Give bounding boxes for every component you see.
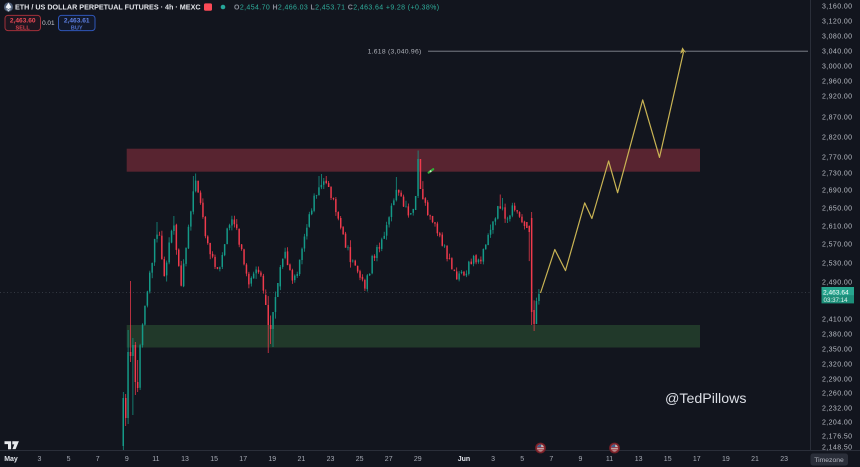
svg-text:2,570.00: 2,570.00 bbox=[822, 242, 852, 249]
svg-text:0.01: 0.01 bbox=[42, 20, 55, 27]
svg-text:2,290.00: 2,290.00 bbox=[822, 377, 852, 384]
svg-text:2,148.50: 2,148.50 bbox=[822, 445, 852, 452]
svg-text:3,000.00: 3,000.00 bbox=[822, 64, 852, 71]
svg-text:23: 23 bbox=[780, 456, 788, 463]
svg-text:15: 15 bbox=[664, 456, 672, 463]
svg-text:2,770.00: 2,770.00 bbox=[822, 155, 852, 162]
svg-text:1.618 (3,040.96): 1.618 (3,040.96) bbox=[368, 49, 422, 56]
svg-text:9: 9 bbox=[125, 456, 129, 463]
svg-text:19: 19 bbox=[722, 456, 730, 463]
svg-text:2,176.50: 2,176.50 bbox=[822, 434, 852, 441]
svg-text:2,490.00: 2,490.00 bbox=[822, 280, 852, 287]
svg-text:3,040.00: 3,040.00 bbox=[822, 49, 852, 56]
svg-text:11: 11 bbox=[152, 456, 159, 463]
svg-text:7: 7 bbox=[549, 456, 553, 463]
svg-text:2,530.00: 2,530.00 bbox=[822, 261, 852, 268]
svg-text:@TedPillows: @TedPillows bbox=[665, 391, 746, 407]
svg-text:13: 13 bbox=[635, 456, 643, 463]
svg-text:2,920.00: 2,920.00 bbox=[822, 94, 852, 101]
svg-text:3: 3 bbox=[38, 456, 42, 463]
svg-text:03:37:14: 03:37:14 bbox=[824, 297, 849, 304]
svg-text:17: 17 bbox=[693, 456, 701, 463]
svg-text:2,320.00: 2,320.00 bbox=[822, 362, 852, 369]
svg-text:2,730.00: 2,730.00 bbox=[822, 171, 852, 178]
svg-text:2,690.00: 2,690.00 bbox=[822, 188, 852, 195]
svg-text:3,160.00: 3,160.00 bbox=[822, 4, 852, 11]
svg-text:17: 17 bbox=[239, 456, 247, 463]
svg-text:2,380.00: 2,380.00 bbox=[822, 332, 852, 339]
svg-text:3,080.00: 3,080.00 bbox=[822, 34, 852, 41]
svg-text:23: 23 bbox=[327, 456, 335, 463]
svg-text:2,960.00: 2,960.00 bbox=[822, 79, 852, 86]
svg-text:2,463.64: 2,463.64 bbox=[823, 289, 849, 296]
svg-text:May: May bbox=[4, 456, 18, 463]
svg-text:3: 3 bbox=[491, 456, 495, 463]
svg-text:27: 27 bbox=[385, 456, 393, 463]
svg-text:BUY: BUY bbox=[71, 26, 83, 32]
svg-text:2,410.00: 2,410.00 bbox=[822, 317, 852, 324]
svg-text:21: 21 bbox=[298, 456, 306, 463]
svg-text:7: 7 bbox=[96, 456, 100, 463]
svg-text:13: 13 bbox=[181, 456, 189, 463]
svg-text:2,463.60: 2,463.60 bbox=[10, 18, 36, 25]
svg-text:2,232.00: 2,232.00 bbox=[822, 406, 852, 413]
svg-text:2,260.00: 2,260.00 bbox=[822, 391, 852, 398]
svg-text:2,350.00: 2,350.00 bbox=[822, 347, 852, 354]
svg-text:2,204.00: 2,204.00 bbox=[822, 420, 852, 427]
svg-text:Timezone: Timezone bbox=[814, 457, 844, 464]
svg-text:O2,454.70 H2,466.03 L2,453.71: O2,454.70 H2,466.03 L2,453.71 C2,463.64 … bbox=[234, 5, 439, 12]
svg-text:5: 5 bbox=[67, 456, 71, 463]
svg-text:9: 9 bbox=[578, 456, 582, 463]
svg-text:29: 29 bbox=[414, 456, 422, 463]
svg-text:2,870.00: 2,870.00 bbox=[822, 115, 852, 122]
svg-text:25: 25 bbox=[356, 456, 364, 463]
svg-text:2,650.00: 2,650.00 bbox=[822, 206, 852, 213]
svg-text:11: 11 bbox=[606, 456, 613, 463]
svg-text:21: 21 bbox=[751, 456, 759, 463]
svg-text:Jun: Jun bbox=[458, 456, 470, 463]
svg-text:5: 5 bbox=[520, 456, 524, 463]
svg-text:19: 19 bbox=[268, 456, 276, 463]
svg-text:15: 15 bbox=[210, 456, 218, 463]
svg-text:2,463.61: 2,463.61 bbox=[64, 18, 90, 25]
svg-text:ETH / US DOLLAR PERPETUAL FUTU: ETH / US DOLLAR PERPETUAL FUTURES · 4h ·… bbox=[15, 3, 201, 12]
svg-text:2,610.00: 2,610.00 bbox=[822, 224, 852, 231]
svg-text:2,820.00: 2,820.00 bbox=[822, 135, 852, 142]
svg-text:SELL: SELL bbox=[16, 26, 31, 32]
svg-text:3,120.00: 3,120.00 bbox=[822, 19, 852, 26]
